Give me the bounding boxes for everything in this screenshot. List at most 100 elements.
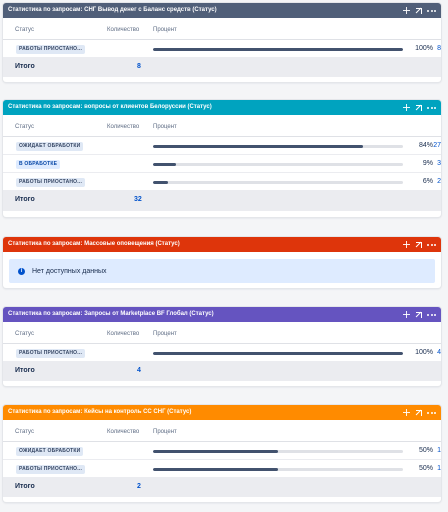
percent-bar-fill xyxy=(153,163,176,166)
more-options-icon[interactable] xyxy=(427,409,436,416)
status-badge[interactable]: В ОБРАБОТКЕ xyxy=(16,160,61,169)
column-status: Статус xyxy=(15,27,34,33)
gadget-header[interactable]: Статистика по запросам: Массовые оповеще… xyxy=(3,237,441,252)
total-label: Итого xyxy=(15,483,35,490)
percent-bar xyxy=(153,163,403,166)
expand-icon[interactable] xyxy=(415,241,422,248)
percent-bar xyxy=(153,181,403,184)
table-header: Статус Количество Процент xyxy=(3,115,441,137)
empty-state-message: i Нет доступных данных xyxy=(9,259,435,283)
table-row: ОЖИДАЕТ ОБРАБОТКИ 27 84% xyxy=(3,137,441,155)
gadget-header[interactable]: Статистика по запросам: Кейсы на контрол… xyxy=(3,405,441,420)
table-header: Статус Количество Процент xyxy=(3,322,441,344)
status-badge[interactable]: ОЖИДАЕТ ОБРАБОТКИ xyxy=(16,142,84,151)
row-count-link[interactable]: 4 xyxy=(437,349,441,356)
gadget-mass-notifications: Статистика по запросам: Массовые оповеще… xyxy=(3,237,441,288)
expand-icon[interactable] xyxy=(415,104,422,111)
total-row: Итого 8 xyxy=(3,58,441,77)
more-options-icon[interactable] xyxy=(427,311,436,318)
gadget-title[interactable]: Статистика по запросам: вопросы от клиен… xyxy=(8,104,212,110)
row-count-link[interactable]: 27 xyxy=(433,142,441,149)
percent-bar xyxy=(153,145,403,148)
total-label: Итого xyxy=(15,196,35,203)
percent-bar-fill xyxy=(153,468,278,471)
gadget-control-cases: Статистика по запросам: Кейсы на контрол… xyxy=(3,405,441,502)
move-icon[interactable] xyxy=(403,241,410,248)
column-status: Статус xyxy=(15,429,34,435)
column-count: Количество xyxy=(107,124,140,130)
move-icon[interactable] xyxy=(403,409,410,416)
percent-bar xyxy=(153,352,403,355)
total-count-link[interactable]: 2 xyxy=(137,483,141,490)
table-row: РАБОТЫ ПРИОСТАНО... 1 50% xyxy=(3,460,441,478)
row-percent: 9% xyxy=(422,160,433,167)
column-status: Статус xyxy=(15,124,34,130)
row-percent: 100% xyxy=(415,349,433,356)
gadget-belarus: Статистика по запросам: вопросы от клиен… xyxy=(3,100,441,217)
status-badge[interactable]: ОЖИДАЕТ ОБРАБОТКИ xyxy=(16,447,84,456)
total-label: Итого xyxy=(15,367,35,374)
total-row: Итого 32 xyxy=(3,191,441,211)
total-row: Итого 2 xyxy=(3,478,441,497)
table-header: Статус Количество Процент xyxy=(3,18,441,40)
column-percent: Процент xyxy=(153,124,177,130)
percent-bar-fill xyxy=(153,48,403,51)
more-options-icon[interactable] xyxy=(427,7,436,14)
table-row: РАБОТЫ ПРИОСТАНО... 4 100% xyxy=(3,344,441,362)
status-badge[interactable]: РАБОТЫ ПРИОСТАНО... xyxy=(16,349,86,358)
gadget-title[interactable]: Статистика по запросам: Массовые оповеще… xyxy=(8,241,180,247)
expand-icon[interactable] xyxy=(415,7,422,14)
row-count-link[interactable]: 2 xyxy=(437,178,441,185)
empty-state-text: Нет доступных данных xyxy=(32,267,107,275)
percent-bar-fill xyxy=(153,181,168,184)
percent-bar-fill xyxy=(153,145,363,148)
table-row: В ОБРАБОТКЕ 3 9% xyxy=(3,155,441,173)
move-icon[interactable] xyxy=(403,311,410,318)
more-options-icon[interactable] xyxy=(427,241,436,248)
expand-icon[interactable] xyxy=(415,409,422,416)
gadget-header[interactable]: Статистика по запросам: Запросы от Marke… xyxy=(3,307,441,322)
expand-icon[interactable] xyxy=(415,311,422,318)
total-count-link[interactable]: 4 xyxy=(137,367,141,374)
table-row: РАБОТЫ ПРИОСТАНО... 2 6% xyxy=(3,173,441,191)
gadget-title[interactable]: Статистика по запросам: Запросы от Marke… xyxy=(8,311,214,317)
total-count-link[interactable]: 8 xyxy=(137,63,141,70)
table-row: РАБОТЫ ПРИОСТАНО... 8 100% xyxy=(3,40,441,58)
column-percent: Процент xyxy=(153,27,177,33)
gadget-withdrawal: Статистика по запросам: СНГ Вывод денег … xyxy=(3,3,441,82)
column-percent: Процент xyxy=(153,429,177,435)
status-badge[interactable]: РАБОТЫ ПРИОСТАНО... xyxy=(16,465,86,474)
percent-bar xyxy=(153,468,403,471)
table-header: Статус Количество Процент xyxy=(3,420,441,442)
gadget-header[interactable]: Статистика по запросам: СНГ Вывод денег … xyxy=(3,3,441,18)
row-percent: 50% xyxy=(418,447,433,454)
status-badge[interactable]: РАБОТЫ ПРИОСТАНО... xyxy=(16,45,86,54)
gadget-header[interactable]: Статистика по запросам: вопросы от клиен… xyxy=(3,100,441,115)
table-row: ОЖИДАЕТ ОБРАБОТКИ 1 50% xyxy=(3,442,441,460)
column-count: Количество xyxy=(107,429,140,435)
row-count-link[interactable]: 1 xyxy=(437,447,441,454)
row-count-link[interactable]: 3 xyxy=(437,160,441,167)
percent-bar-fill xyxy=(153,450,278,453)
percent-bar-fill xyxy=(153,352,403,355)
row-percent: 100% xyxy=(415,45,433,52)
row-percent: 84% xyxy=(418,142,433,149)
gadget-title[interactable]: Статистика по запросам: Кейсы на контрол… xyxy=(8,409,192,415)
total-count-link[interactable]: 32 xyxy=(134,196,142,203)
row-count-link[interactable]: 1 xyxy=(437,465,441,472)
column-count: Количество xyxy=(107,331,140,337)
gadget-title[interactable]: Статистика по запросам: СНГ Вывод денег … xyxy=(8,7,217,13)
row-percent: 50% xyxy=(418,465,433,472)
column-percent: Процент xyxy=(153,331,177,337)
more-options-icon[interactable] xyxy=(427,104,436,111)
move-icon[interactable] xyxy=(403,104,410,111)
status-badge[interactable]: РАБОТЫ ПРИОСТАНО... xyxy=(16,178,86,187)
move-icon[interactable] xyxy=(403,7,410,14)
total-row: Итого 4 xyxy=(3,362,441,381)
column-count: Количество xyxy=(107,27,140,33)
gadget-marketplace: Статистика по запросам: Запросы от Marke… xyxy=(3,307,441,386)
row-count-link[interactable]: 8 xyxy=(437,45,441,52)
info-icon: i xyxy=(18,267,25,275)
column-status: Статус xyxy=(15,331,34,337)
